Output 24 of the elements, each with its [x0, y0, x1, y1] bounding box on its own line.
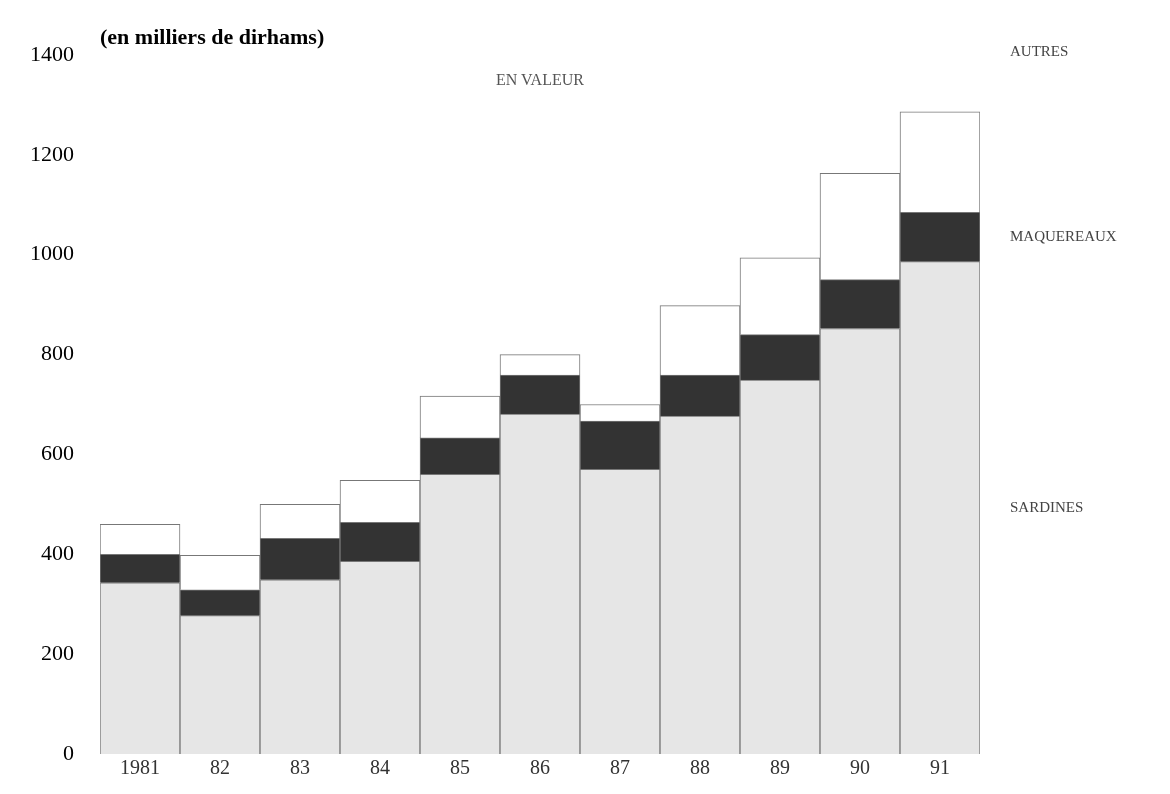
text: SARDINES [1010, 498, 1084, 515]
x-tick-label: 1981 [120, 756, 160, 779]
x-tick-label: 84 [370, 756, 390, 779]
x-tick-label: 82 [210, 756, 230, 779]
x-tick-label: 87 [610, 756, 630, 779]
x-tick-label: 86 [530, 756, 550, 779]
x-tick-label: 90 [850, 756, 870, 779]
y-tick-label: 1400 [30, 40, 74, 66]
text: AUTRES [1010, 42, 1069, 59]
x-tick-label: 83 [290, 756, 310, 779]
text: MAQUEREAUX [1010, 227, 1117, 244]
text: EN VALEUR [496, 71, 585, 89]
y-axis-title: (en milliers de dirhams) [100, 23, 325, 49]
y-tick-label: 400 [41, 540, 74, 566]
y-tick-label: 800 [41, 340, 74, 366]
x-tick-label: 88 [690, 756, 710, 779]
y-tick-label: 1000 [30, 240, 74, 266]
x-tick-label: 85 [450, 756, 470, 779]
x-tick-label: 89 [770, 756, 790, 779]
x-tick-label: 91 [930, 756, 950, 779]
y-tick-label: 600 [41, 440, 74, 466]
y-tick-label: 200 [41, 639, 74, 665]
y-tick-label: 0 [63, 739, 74, 765]
y-tick-label: 1200 [30, 140, 74, 166]
